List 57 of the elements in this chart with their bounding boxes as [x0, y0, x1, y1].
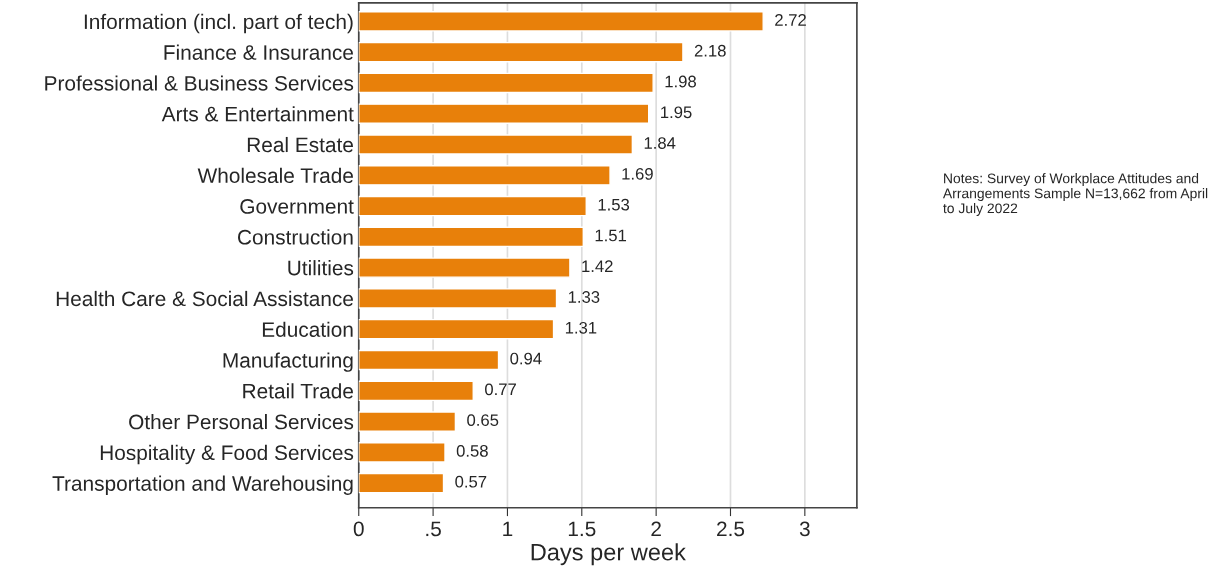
x-tick-label: 1.5: [568, 521, 596, 537]
y-tick-label: Transportation and Warehousing: [52, 475, 353, 495]
y-tick-label: Other Personal Services: [129, 414, 354, 430]
bar: [358, 41, 684, 63]
x-tick-label: 0: [353, 521, 364, 537]
data-label: 1.42: [582, 260, 613, 272]
y-tick-label: Utilities: [288, 260, 354, 276]
data-label: 0.77: [485, 383, 516, 396]
data-label: 1.53: [598, 198, 630, 211]
bar: [358, 411, 457, 432]
y-tick-label: Health Care & Social Assistance: [56, 290, 353, 307]
bar: [358, 72, 654, 94]
data-label: 1.51: [595, 229, 627, 242]
y-tick-label: Construction: [238, 229, 353, 245]
data-label: 1.98: [665, 75, 696, 88]
y-tick-label: Retail Trade: [243, 383, 353, 399]
x-axis-title: Days per week: [531, 543, 686, 566]
bar: [358, 165, 611, 186]
bar: [358, 226, 584, 248]
x-tick-label: 2: [651, 521, 661, 537]
data-label: 0.94: [510, 352, 542, 365]
bar: [358, 257, 571, 278]
bar: [358, 11, 764, 32]
data-label: 2.18: [694, 44, 726, 57]
data-label: 1.69: [622, 167, 653, 180]
bar: [358, 103, 650, 124]
bar: [358, 349, 500, 371]
data-label: 0.58: [456, 445, 488, 457]
data-label: 1.31: [565, 321, 597, 334]
data-label: 1.84: [644, 137, 676, 149]
y-tick-label: Professional & Business Services: [45, 75, 354, 91]
x-tick-label: 2.5: [717, 521, 745, 537]
data-label: 0.57: [455, 475, 487, 488]
x-tick-label: 3: [799, 521, 810, 537]
x-tick-label: 1: [503, 521, 513, 537]
data-label: 0.65: [467, 414, 499, 427]
bar: [358, 380, 474, 402]
bar: [358, 472, 445, 494]
y-tick-label: Education: [262, 321, 353, 337]
bar: [358, 134, 634, 155]
y-tick-label: Hospitality & Food Services: [100, 444, 354, 465]
bar: [358, 195, 587, 217]
bar: [358, 318, 555, 340]
y-tick-label: Wholesale Trade: [197, 167, 353, 184]
data-label: 2.72: [775, 14, 806, 26]
y-tick-label: Government: [240, 199, 354, 214]
text: Notes: Survey of Workplace Attitudes and Arrangements Sample N=13,662 from April to July 2022: [942, 173, 1208, 216]
y-tick-label: Arts & Entertainment: [161, 106, 354, 122]
x-tick-label: .5: [426, 521, 441, 537]
bar: [358, 288, 558, 309]
y-tick-label: Manufacturing: [223, 352, 353, 372]
data-label: 1.95: [661, 106, 692, 119]
data-label: 1.33: [568, 291, 600, 303]
y-tick-label: Finance & Insurance: [164, 44, 353, 60]
bar: [358, 442, 446, 463]
y-tick-label: Real Estate: [247, 136, 353, 153]
y-tick-label: Information (incl. part of tech): [84, 13, 353, 34]
